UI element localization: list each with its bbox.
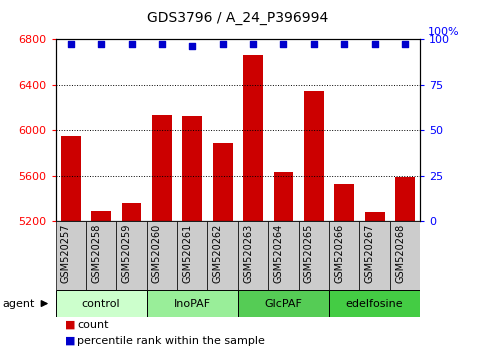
Point <box>310 41 318 47</box>
Bar <box>208 221 238 290</box>
Point <box>128 41 135 47</box>
Bar <box>298 221 329 290</box>
Text: GSM520267: GSM520267 <box>365 223 375 283</box>
Text: percentile rank within the sample: percentile rank within the sample <box>77 336 265 346</box>
Bar <box>147 221 177 290</box>
Bar <box>147 290 238 317</box>
Text: GSM520259: GSM520259 <box>122 223 131 283</box>
Bar <box>238 290 329 317</box>
Text: GSM520258: GSM520258 <box>91 223 101 283</box>
Text: GSM520266: GSM520266 <box>334 223 344 282</box>
Text: ■: ■ <box>65 320 76 330</box>
Bar <box>365 212 384 221</box>
Text: GDS3796 / A_24_P396994: GDS3796 / A_24_P396994 <box>147 11 328 25</box>
Bar <box>91 211 111 221</box>
Text: GlcPAF: GlcPAF <box>265 298 302 309</box>
Bar <box>334 184 354 221</box>
Bar <box>56 290 147 317</box>
Bar <box>116 221 147 290</box>
Bar <box>359 221 390 290</box>
Bar <box>238 221 268 290</box>
Bar <box>243 55 263 221</box>
Point <box>188 44 196 49</box>
Text: edelfosine: edelfosine <box>346 298 403 309</box>
Point <box>67 41 74 47</box>
Text: agent: agent <box>2 298 35 309</box>
Point <box>219 41 227 47</box>
Text: GSM520268: GSM520268 <box>395 223 405 282</box>
Point <box>371 41 379 47</box>
Bar <box>268 221 298 290</box>
Bar <box>56 221 86 290</box>
Text: GSM520261: GSM520261 <box>182 223 192 282</box>
Bar <box>152 115 172 221</box>
Text: count: count <box>77 320 109 330</box>
Point <box>280 41 287 47</box>
Point <box>158 41 166 47</box>
Text: ■: ■ <box>65 336 76 346</box>
Bar <box>395 177 415 221</box>
Text: control: control <box>82 298 120 309</box>
Bar <box>122 203 142 221</box>
Text: InoPAF: InoPAF <box>174 298 211 309</box>
Bar <box>329 290 420 317</box>
Bar <box>177 221 208 290</box>
Bar <box>86 221 116 290</box>
Bar <box>390 221 420 290</box>
Text: 100%: 100% <box>427 27 459 37</box>
Point <box>97 41 105 47</box>
Bar <box>213 143 232 221</box>
Text: GSM520260: GSM520260 <box>152 223 162 282</box>
Bar <box>304 91 324 221</box>
Point <box>341 41 348 47</box>
Text: GSM520263: GSM520263 <box>243 223 253 282</box>
Text: GSM520257: GSM520257 <box>61 223 71 283</box>
Point <box>401 41 409 47</box>
Bar <box>273 172 293 221</box>
Text: GSM520265: GSM520265 <box>304 223 314 283</box>
Text: GSM520262: GSM520262 <box>213 223 223 283</box>
Bar <box>183 116 202 221</box>
Point <box>249 41 257 47</box>
Bar <box>329 221 359 290</box>
Bar <box>61 136 81 221</box>
Text: GSM520264: GSM520264 <box>273 223 284 282</box>
